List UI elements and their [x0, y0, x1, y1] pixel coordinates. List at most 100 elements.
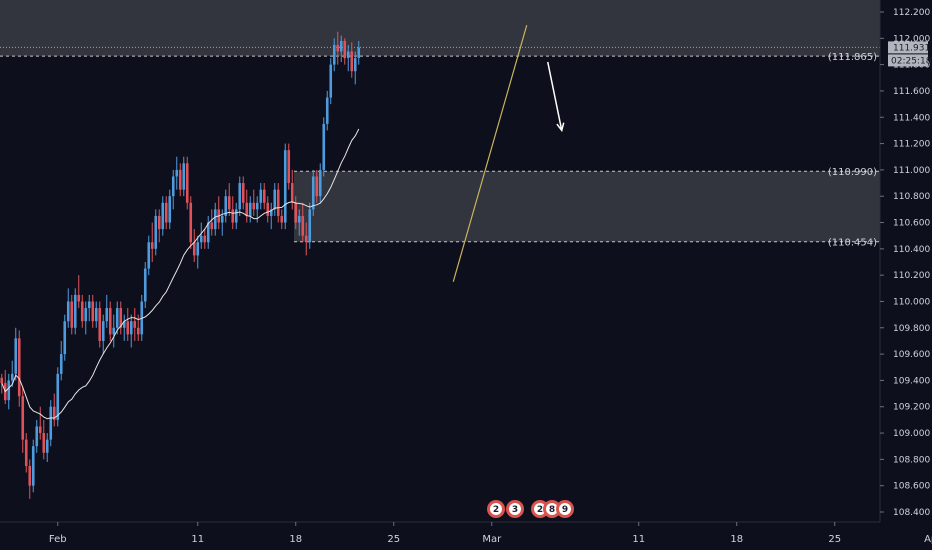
candle-body: [168, 196, 172, 223]
countdown-box: [888, 54, 928, 67]
candle-body: [70, 301, 74, 328]
candle-body: [311, 176, 315, 210]
candle-body: [280, 215, 284, 223]
candle-body: [87, 301, 91, 309]
candle-body: [220, 215, 224, 223]
down-arrow[interactable]: [547, 61, 565, 133]
candle-body: [28, 465, 32, 486]
candle-body: [112, 327, 116, 335]
candle-body: [157, 215, 161, 230]
candle-body: [308, 209, 312, 243]
price-tick-label: 109.800: [893, 324, 930, 334]
candle-body: [350, 51, 354, 72]
candle-body: [241, 183, 245, 203]
level-label-2: (110.454): [828, 238, 877, 249]
time-tick-label: 11: [191, 534, 204, 545]
candle-body: [21, 396, 25, 440]
candle-body: [336, 44, 340, 52]
candle-body: [287, 150, 291, 184]
time-axis[interactable]: Feb 11 18 25 Mar 11 18 25 Apr: [49, 522, 932, 545]
candle-body: [238, 183, 242, 210]
candle-body: [248, 202, 252, 216]
candle-body: [210, 222, 214, 230]
candle-body: [94, 308, 98, 322]
event-flag-1[interactable]: [509, 503, 521, 515]
candle-body: [304, 235, 308, 243]
candle-body: [45, 439, 49, 453]
level-label-1: (110.990): [828, 167, 877, 178]
price-axis[interactable]: 112.200112.000111.800111.600111.400111.2…: [880, 8, 930, 518]
candle-body: [77, 294, 81, 302]
candle-body: [119, 308, 123, 328]
event-flag-3[interactable]: [546, 503, 558, 515]
candle-body: [294, 202, 298, 223]
candle-body: [161, 202, 165, 230]
candle-body: [66, 301, 70, 322]
zone-1: [294, 171, 880, 242]
candle-body: [154, 215, 158, 249]
candle-body: [178, 169, 182, 190]
arrow-shaft: [547, 61, 563, 131]
current-price-box: [888, 41, 928, 54]
candle-body: [266, 202, 270, 216]
candle-body: [0, 377, 4, 384]
event-count-4: 9: [562, 505, 568, 515]
candle-body: [322, 123, 326, 170]
price-tick-label: 108.800: [893, 455, 930, 465]
candle-body: [231, 209, 235, 223]
candle-body: [206, 222, 210, 243]
zone-0: [0, 0, 880, 57]
event-count-0: 2: [493, 505, 499, 515]
candle-body: [147, 242, 151, 269]
candle-body: [42, 433, 46, 453]
level-label-0: (111.865): [828, 52, 877, 63]
trendline[interactable]: [452, 24, 528, 282]
candle-body: [343, 40, 347, 59]
candle-body: [150, 242, 154, 249]
price-tick-label: 109.400: [893, 376, 930, 386]
price-tick-label: 112.000: [893, 34, 930, 44]
candle-body: [56, 373, 60, 420]
candle-body: [136, 327, 140, 335]
candle-body: [101, 321, 105, 341]
event-flag-4[interactable]: [559, 503, 571, 515]
candle-body: [164, 202, 168, 223]
candle-body: [273, 189, 277, 210]
moving-average-line: [1, 128, 360, 420]
price-tick-label: 112.200: [893, 8, 930, 18]
candle-body: [35, 426, 39, 447]
time-tick-label: Feb: [49, 534, 67, 545]
arrow-head: [556, 122, 565, 133]
event-flag-2[interactable]: [534, 503, 546, 515]
candle-body: [332, 44, 336, 65]
time-tick-label: 25: [387, 534, 400, 545]
candle-body: [59, 354, 63, 374]
candle-body: [339, 40, 343, 52]
time-tick-label: 18: [289, 534, 302, 545]
candle-body: [318, 169, 322, 197]
price-tick-label: 108.400: [893, 508, 930, 518]
candles: [0, 31, 361, 499]
candle-body: [315, 176, 319, 197]
event-count-2: 2: [537, 505, 543, 515]
candle-body: [73, 294, 77, 328]
candle-body: [329, 64, 333, 98]
level-labels: (111.865) (110.990) (110.454): [828, 52, 877, 249]
candle-body: [262, 189, 266, 203]
candle-body: [143, 268, 147, 302]
candle-body: [290, 183, 294, 203]
current-price-tag: 111.931 02:25:18: [888, 41, 932, 67]
candle-body: [297, 215, 301, 223]
candle-body: [301, 215, 305, 236]
candle-body: [276, 189, 280, 216]
event-flag-0[interactable]: [490, 503, 502, 515]
candle-body: [227, 196, 231, 210]
candle-body: [185, 163, 189, 203]
candle-body: [31, 446, 35, 486]
time-tick-label: Mar: [482, 534, 502, 545]
candle-body: [252, 202, 256, 210]
candle-body: [63, 321, 67, 355]
